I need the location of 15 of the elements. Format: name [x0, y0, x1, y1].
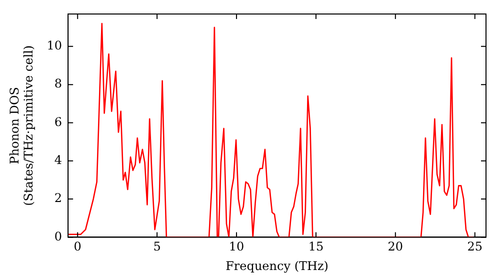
y-tick-label: 4	[54, 153, 62, 168]
y-tick-label: 0	[54, 229, 62, 244]
text: Phonon DOS	[7, 87, 22, 164]
y-tick-label: 8	[54, 76, 62, 91]
y-tick-label: 6	[54, 114, 62, 129]
x-tick-label: 25	[467, 240, 483, 254]
x-tick-label: 0	[74, 240, 82, 254]
x-tick-label: 20	[388, 240, 404, 254]
x-axis-title: Frequency (THz)	[226, 258, 328, 273]
y-tick-label: 10	[46, 38, 62, 53]
x-tick-label: 10	[228, 240, 244, 254]
x-tick-label: 5	[153, 240, 161, 254]
y-tick-label: 2	[54, 191, 62, 206]
x-tick-label: 15	[308, 240, 324, 254]
text: (States/THz·primitive cell)	[22, 45, 36, 206]
